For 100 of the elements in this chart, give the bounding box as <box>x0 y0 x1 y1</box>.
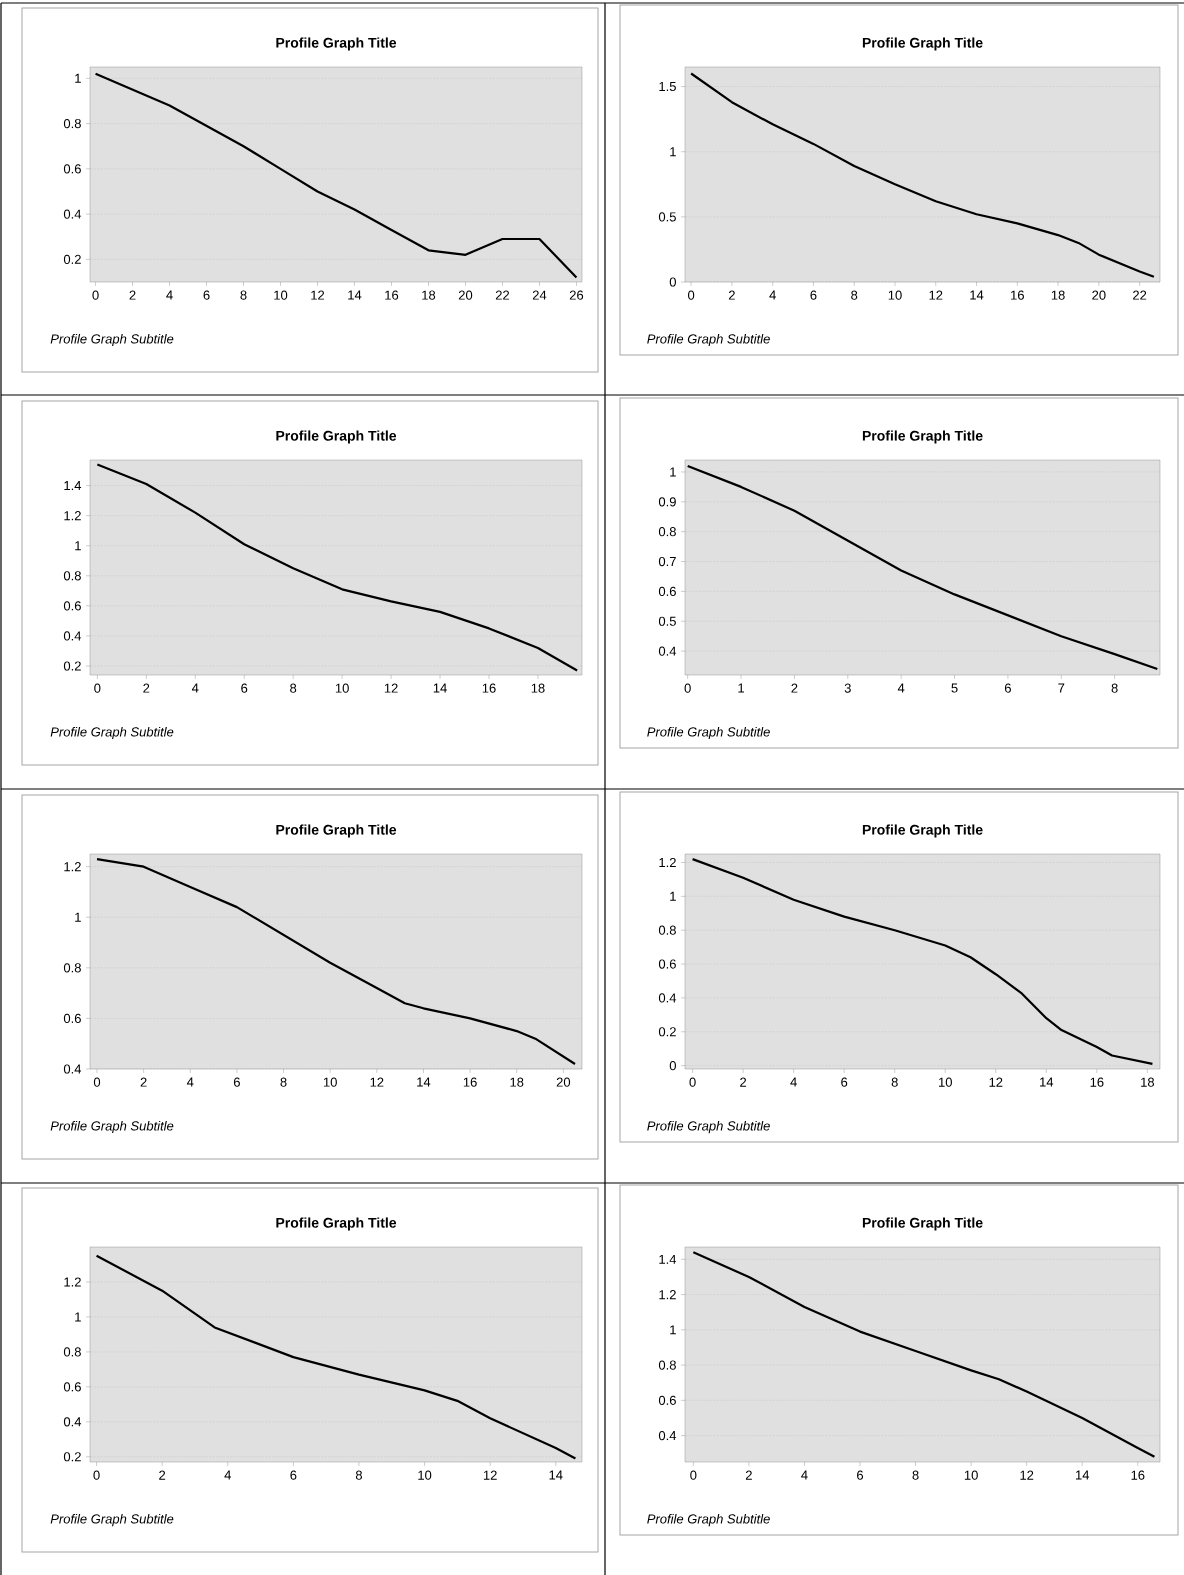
x-tick-label: 2 <box>740 1077 747 1087</box>
y-tick-label: 1 <box>75 1312 81 1322</box>
text: Profile Graph Subtitle <box>50 333 174 347</box>
y-tick-label: 0 <box>669 1061 676 1071</box>
x-tick-label: 0 <box>93 1077 101 1087</box>
x-tick-label: 18 <box>1051 290 1065 300</box>
x-tick-label: 2 <box>143 683 150 693</box>
x-tick-label: 12 <box>370 1077 384 1087</box>
chart-title: Profile Graph Title <box>862 824 983 838</box>
chart-title: Profile Graph Title <box>862 430 983 444</box>
x-tick-label: 14 <box>433 683 447 693</box>
y-tick-label: 0.6 <box>658 1395 676 1405</box>
y-tick-label: 0.2 <box>658 1027 676 1037</box>
y-tick-label: 0.6 <box>658 586 676 596</box>
y-tick-label: 0.9 <box>658 497 676 507</box>
text: Profile Graph Subtitle <box>647 726 770 740</box>
x-tick-label: 12 <box>1020 1470 1034 1480</box>
x-tick-label: 16 <box>463 1077 477 1087</box>
text: Profile Graph Subtitle <box>647 1514 770 1527</box>
line-series <box>692 1251 1156 1458</box>
x-tick-label: 6 <box>1004 683 1011 693</box>
x-tick-label: 10 <box>418 1470 432 1480</box>
x-tick-label: 12 <box>311 290 325 300</box>
x-tick-label: 0 <box>688 290 695 300</box>
x-tick-label: 18 <box>1141 1077 1155 1087</box>
y-tick-label: 1 <box>670 1325 676 1335</box>
y-tick-label: 1 <box>670 467 676 477</box>
y-tick-label: 1.2 <box>64 511 81 521</box>
x-tick-label: 18 <box>531 683 545 693</box>
x-tick-label: 6 <box>203 290 210 300</box>
x-tick-label: 4 <box>186 1077 194 1087</box>
x-tick-label: 22 <box>1133 290 1147 300</box>
x-tick-label: 20 <box>556 1077 571 1087</box>
text: Profile Graph Subtitle <box>50 1120 174 1134</box>
x-tick-label: 0 <box>689 1077 696 1087</box>
x-tick-label: 6 <box>241 683 248 693</box>
x-tick-label: 3 <box>844 683 851 693</box>
y-tick-label: 0.4 <box>63 1064 82 1074</box>
chart-title: Profile Graph Title <box>276 1217 397 1231</box>
y-tick-label: 0.5 <box>658 616 676 626</box>
y-tick-label: 1.4 <box>659 1254 677 1264</box>
x-tick-label: 12 <box>989 1077 1003 1087</box>
x-tick-label: 0 <box>684 683 691 693</box>
y-tick-label: 0.6 <box>658 959 676 969</box>
y-tick-label: 0.4 <box>658 993 677 1003</box>
x-tick-label: 2 <box>728 290 735 300</box>
x-tick-label: 10 <box>964 1470 978 1480</box>
y-tick-label: 0.2 <box>63 661 81 671</box>
text: Profile Graph Subtitle <box>647 1121 770 1134</box>
x-tick-label: 6 <box>290 1470 297 1480</box>
x-tick-label: 10 <box>323 1077 337 1087</box>
x-tick-label: 14 <box>417 1077 431 1087</box>
x-tick-label: 2 <box>791 683 798 693</box>
y-tick-label: 0.7 <box>658 556 676 567</box>
text: Profile Graph Subtitle <box>50 1514 174 1527</box>
y-tick-label: 0.8 <box>63 963 81 973</box>
x-tick-label: 8 <box>1111 683 1118 693</box>
x-tick-label: 22 <box>495 290 510 300</box>
x-tick-label: 16 <box>1131 1470 1145 1480</box>
x-tick-label: 18 <box>422 290 436 300</box>
line-series <box>96 463 579 672</box>
y-tick-label: 0.8 <box>658 1360 676 1370</box>
y-tick-label: 1 <box>75 912 81 922</box>
x-tick-label: 12 <box>384 683 398 693</box>
y-tick-label: 0.4 <box>63 209 82 219</box>
x-tick-label: 8 <box>891 1077 898 1087</box>
y-tick-label: 0.2 <box>63 1452 81 1462</box>
y-tick-label: 0.4 <box>658 646 677 656</box>
y-tick-label: 0.8 <box>63 571 81 581</box>
x-tick-label: 4 <box>769 290 776 300</box>
x-tick-label: 8 <box>280 1077 287 1087</box>
y-tick-label: 1 <box>670 147 676 157</box>
y-tick-label: 0.8 <box>658 925 676 935</box>
x-tick-label: 4 <box>191 683 199 693</box>
y-tick-label: 0.4 <box>63 1417 82 1427</box>
y-tick-label: 0.8 <box>63 118 81 129</box>
chart-title: Profile Graph Title <box>862 1217 983 1231</box>
x-tick-label: 8 <box>240 290 247 300</box>
x-tick-label: 24 <box>532 290 547 300</box>
x-tick-label: 6 <box>810 290 817 300</box>
y-tick-label: 0.4 <box>63 631 82 641</box>
x-tick-label: 8 <box>290 683 297 693</box>
line-series <box>691 857 1154 1066</box>
x-tick-label: 6 <box>857 1470 864 1480</box>
y-tick-label: 0.8 <box>658 527 676 537</box>
chart-title: Profile Graph Title <box>276 824 397 838</box>
chart-title: Profile Graph Title <box>276 37 397 51</box>
text: Profile Graph Subtitle <box>50 727 174 740</box>
y-tick-label: 0.6 <box>63 1013 81 1024</box>
x-tick-label: 14 <box>1075 1470 1090 1480</box>
x-tick-label: 26 <box>569 290 584 300</box>
x-tick-label: 4 <box>801 1470 808 1480</box>
x-tick-label: 16 <box>385 290 399 300</box>
chart-title: Profile Graph Title <box>862 37 983 51</box>
line-series <box>95 1254 577 1460</box>
line-series <box>690 72 1155 278</box>
x-tick-label: 0 <box>94 683 101 693</box>
x-tick-label: 2 <box>129 290 136 300</box>
x-tick-label: 20 <box>1092 290 1106 300</box>
x-tick-label: 0 <box>93 1470 100 1480</box>
